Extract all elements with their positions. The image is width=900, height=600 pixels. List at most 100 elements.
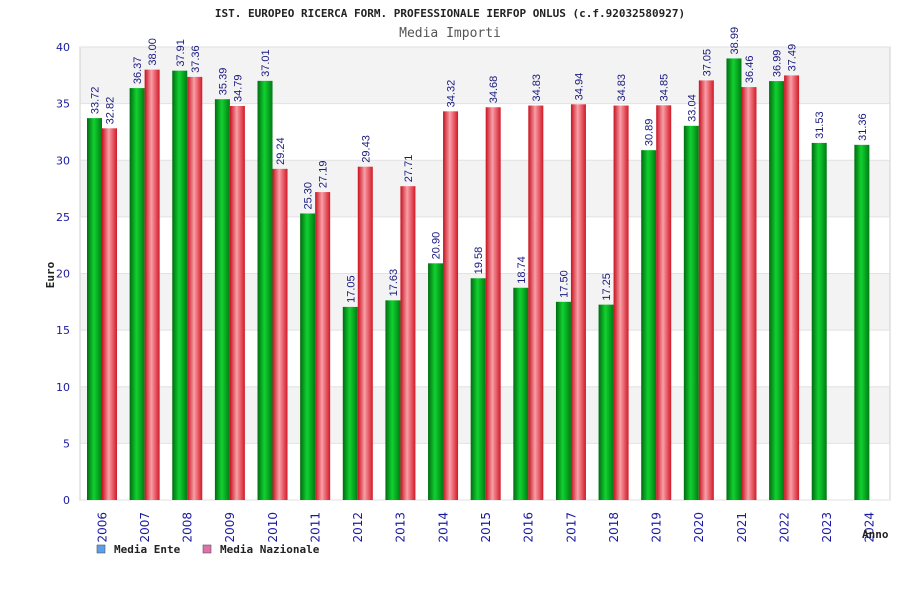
- data-label: 37.05: [701, 49, 713, 77]
- x-tick-label: 2014: [436, 512, 450, 543]
- y-tick-label: 20: [56, 268, 70, 281]
- bar-media-nazionale-2013: [400, 186, 416, 500]
- chart-subtitle: Media Importi: [399, 26, 501, 41]
- bar-media-nazionale-2016: [528, 105, 544, 501]
- x-tick-label: 2009: [223, 512, 237, 543]
- data-label: 37.91: [175, 39, 187, 67]
- legend-swatch: [96, 544, 106, 554]
- bar-media-ente-2013: [385, 300, 401, 500]
- data-label: 20.90: [431, 232, 443, 260]
- data-label: 34.85: [659, 74, 671, 102]
- bar-media-nazionale-2015: [485, 107, 501, 501]
- data-label: 35.39: [217, 68, 229, 96]
- bar-media-ente-2021: [726, 58, 742, 500]
- data-label: 31.53: [814, 111, 826, 139]
- data-label: 34.68: [488, 76, 500, 104]
- data-label: 30.89: [644, 119, 656, 147]
- data-label: 38.99: [729, 27, 741, 55]
- bar-media-ente-2014: [428, 263, 444, 500]
- y-tick-label: 5: [63, 437, 70, 450]
- bar-media-nazionale-2010: [272, 168, 288, 500]
- y-axis-label: Euro: [44, 261, 57, 288]
- bar-media-nazionale-2019: [656, 105, 672, 500]
- x-tick-label: 2011: [308, 512, 322, 543]
- bar-media-ente-2017: [555, 301, 571, 500]
- x-tick-label: 2022: [777, 512, 791, 543]
- x-axis-ticks: 2006 2007 2008 2009 2010 2011 2012 2013 2014 2015…: [95, 512, 876, 543]
- y-tick-label: 0: [63, 494, 70, 507]
- y-tick-label: 40: [56, 41, 70, 54]
- bar-media-ente-2022: [769, 81, 785, 500]
- bar-media-nazionale-2017: [570, 104, 586, 500]
- data-label: 34.32: [446, 80, 458, 108]
- data-label: 27.19: [318, 161, 330, 189]
- data-label: 38.00: [147, 38, 159, 66]
- bar-media-ente-2006: [87, 118, 102, 500]
- data-label: 34.83: [616, 74, 628, 102]
- bar-media-ente-2011: [300, 213, 316, 501]
- x-tick-label: 2007: [138, 512, 152, 543]
- data-label: 33.04: [686, 94, 698, 122]
- bar-media-nazionale-2009: [229, 106, 245, 501]
- x-axis-label: Anno: [862, 528, 889, 541]
- y-tick-label: 35: [56, 98, 70, 111]
- bar-media-nazionale-2014: [443, 111, 459, 501]
- x-tick-label: 2012: [351, 512, 365, 543]
- data-label: 31.36: [857, 113, 869, 141]
- y-axis-ticks: 0 5 10 15 20 25 30 35 40: [56, 41, 70, 507]
- x-tick-label: 2024: [863, 512, 877, 543]
- bar-media-ente-2009: [214, 99, 230, 500]
- y-tick-label: 10: [56, 381, 70, 394]
- x-tick-label: 2013: [394, 512, 408, 543]
- data-label: 37.01: [260, 49, 272, 77]
- data-label: 17.63: [388, 269, 400, 297]
- bar-media-ente-2023: [811, 142, 827, 501]
- x-tick-label: 2010: [266, 512, 280, 543]
- data-label: 17.05: [345, 275, 357, 303]
- y-tick-label: 15: [56, 324, 70, 337]
- data-label: 25.30: [303, 182, 315, 210]
- x-tick-label: 2019: [650, 512, 664, 543]
- data-label: 19.58: [473, 247, 485, 275]
- x-tick-label: 2015: [479, 512, 493, 543]
- legend: Media Ente Media Nazionale: [96, 543, 320, 556]
- data-label: 36.46: [744, 56, 756, 84]
- data-label: 29.24: [275, 137, 287, 165]
- bar-media-nazionale-2018: [613, 105, 629, 501]
- bar-media-ente-2016: [513, 287, 529, 500]
- data-label: 37.49: [787, 44, 799, 72]
- bar-media-nazionale-2020: [698, 80, 714, 500]
- x-tick-label: 2021: [735, 512, 749, 543]
- bar-media-ente-2010: [257, 80, 273, 500]
- legend-label: Media Nazionale: [220, 543, 320, 556]
- data-label: 36.37: [132, 57, 144, 85]
- data-label: 17.50: [558, 270, 570, 298]
- x-tick-label: 2016: [522, 512, 536, 543]
- data-label: 17.25: [601, 273, 613, 301]
- bar-media-ente-2024: [854, 144, 870, 500]
- bar-media-nazionale-2007: [144, 69, 160, 501]
- bar-media-ente-2020: [683, 125, 699, 501]
- chart-title: IST. EUROPEO RICERCA FORM. PROFESSIONALE…: [215, 7, 685, 20]
- bar-media-nazionale-2022: [784, 75, 800, 500]
- data-label: 29.43: [360, 135, 372, 163]
- x-tick-label: 2017: [564, 512, 578, 543]
- data-label: 34.94: [573, 73, 585, 101]
- bar-media-ente-2012: [342, 306, 358, 500]
- data-label: 33.72: [90, 87, 102, 115]
- y-tick-label: 25: [56, 211, 70, 224]
- legend-label: Media Ente: [114, 543, 181, 556]
- x-tick-label: 2020: [692, 512, 706, 543]
- data-label: 34.79: [232, 74, 244, 102]
- bar-media-ente-2007: [129, 88, 145, 501]
- x-tick-label: 2018: [607, 512, 621, 543]
- bar-media-ente-2015: [470, 278, 486, 500]
- data-label: 34.83: [531, 74, 543, 102]
- bar-media-nazionale-2012: [357, 166, 373, 500]
- y-tick-label: 30: [56, 154, 70, 167]
- x-tick-label: 2023: [820, 512, 834, 543]
- bar-media-nazionale-2008: [187, 76, 203, 500]
- data-label: 18.74: [516, 256, 528, 284]
